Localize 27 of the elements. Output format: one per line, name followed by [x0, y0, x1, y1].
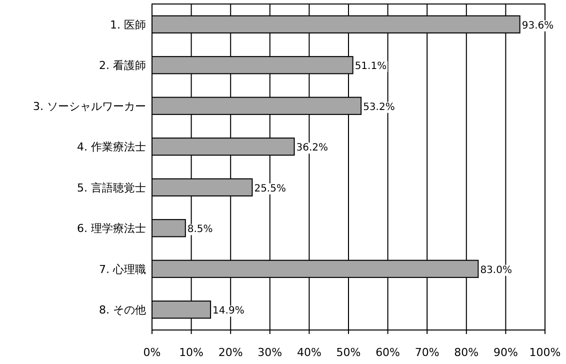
y-tick-label: 7. 心理職 — [99, 262, 146, 276]
y-tick-label: 8. その他 — [99, 304, 146, 317]
x-tick-label: 100% — [529, 346, 561, 359]
y-tick-label: 1. 医師 — [110, 18, 146, 32]
data-label: 8.5% — [187, 224, 213, 236]
x-tick-label: 50% — [336, 346, 361, 359]
y-tick-label: 3. ソーシャルワーカー — [33, 100, 146, 113]
x-tick-label: 40% — [296, 346, 322, 359]
x-tick-label: 30% — [258, 346, 282, 359]
x-tick-label: 90% — [493, 346, 518, 359]
data-label: 36.2% — [296, 142, 328, 154]
x-tick-label: 0% — [143, 346, 161, 359]
data-label: 25.5% — [254, 183, 286, 194]
x-tick-label: 60% — [376, 346, 400, 359]
x-tick-label: 20% — [218, 346, 243, 359]
x-tick-label: 70% — [414, 346, 440, 359]
y-tick-label: 4. 作業療法士 — [77, 140, 146, 154]
data-label: 51.1% — [354, 61, 387, 72]
data-label: 83.0% — [480, 264, 512, 276]
data-label: 14.9% — [212, 306, 244, 317]
y-tick-label: 2. 看護師 — [99, 59, 146, 72]
data-label: 53.2% — [363, 102, 395, 113]
y-tick-label: 5. 言語聴覚士 — [77, 181, 146, 194]
y-tick-label: 6. 理学療法士 — [77, 222, 146, 236]
x-tick-label: 10% — [179, 346, 204, 359]
data-label: 93.6% — [522, 20, 554, 32]
x-tick-label: 80% — [454, 346, 479, 359]
